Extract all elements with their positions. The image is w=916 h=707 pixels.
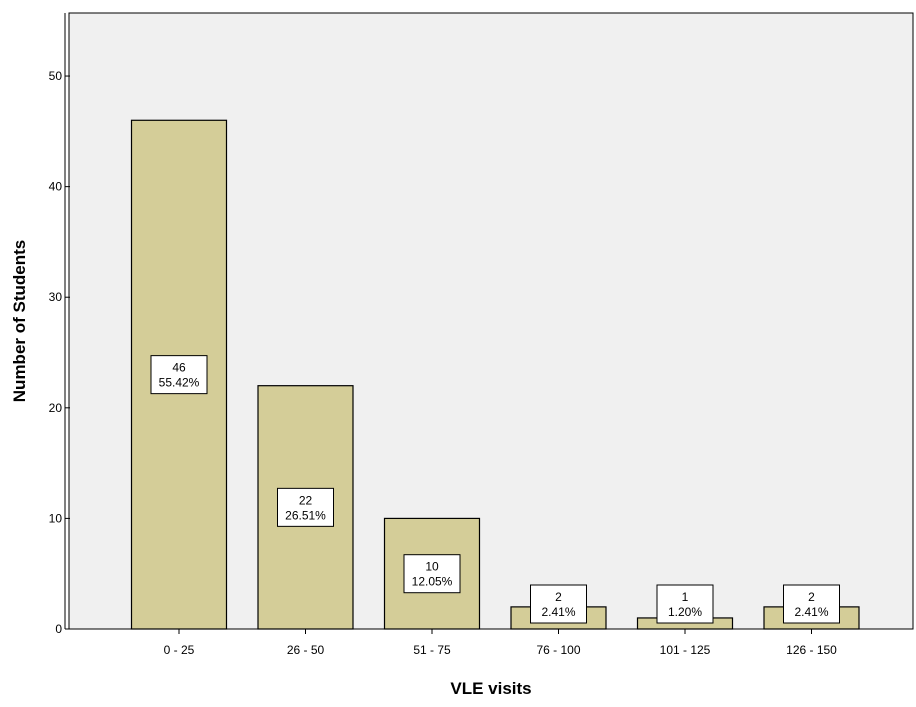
data-label-4: 11.20% xyxy=(656,584,714,624)
y-tick-label: 40 xyxy=(49,180,63,194)
data-label-box xyxy=(277,487,334,527)
data-label-box xyxy=(150,355,208,395)
data-label-percent: 2.41% xyxy=(794,605,828,619)
data-label-box xyxy=(530,584,587,624)
data-label-count: 1 xyxy=(682,590,689,604)
x-tick-label: 51 - 75 xyxy=(413,643,451,657)
data-label-percent: 26.51% xyxy=(285,508,326,522)
data-label-box xyxy=(656,584,714,624)
data-label-5: 22.41% xyxy=(783,584,840,624)
x-axis-title: VLE visits xyxy=(450,679,531,698)
x-tick-label: 26 - 50 xyxy=(287,643,325,657)
y-tick-label: 10 xyxy=(49,511,63,525)
data-label-count: 46 xyxy=(172,361,186,375)
data-label-3: 22.41% xyxy=(530,584,587,624)
y-tick-label: 50 xyxy=(49,69,63,83)
y-tick-label: 20 xyxy=(49,401,63,415)
data-label-percent: 55.42% xyxy=(159,376,200,390)
data-label-count: 2 xyxy=(808,590,815,604)
x-tick-label: 101 - 125 xyxy=(660,643,711,657)
y-tick-label: 30 xyxy=(49,290,63,304)
data-label-count: 10 xyxy=(425,560,439,574)
x-tick-label: 126 - 150 xyxy=(786,643,837,657)
data-label-count: 22 xyxy=(299,493,313,507)
y-tick-label: 0 xyxy=(55,622,62,636)
data-label-percent: 1.20% xyxy=(668,605,702,619)
data-label-box xyxy=(783,584,840,624)
data-label-percent: 2.41% xyxy=(541,605,575,619)
x-tick-label: 0 - 25 xyxy=(164,643,195,657)
data-label-count: 2 xyxy=(555,590,562,604)
data-label-box xyxy=(403,554,461,594)
x-tick-label: 76 - 100 xyxy=(536,643,580,657)
y-axis-title: Number of Students xyxy=(10,240,29,402)
data-label-percent: 12.05% xyxy=(412,575,453,589)
